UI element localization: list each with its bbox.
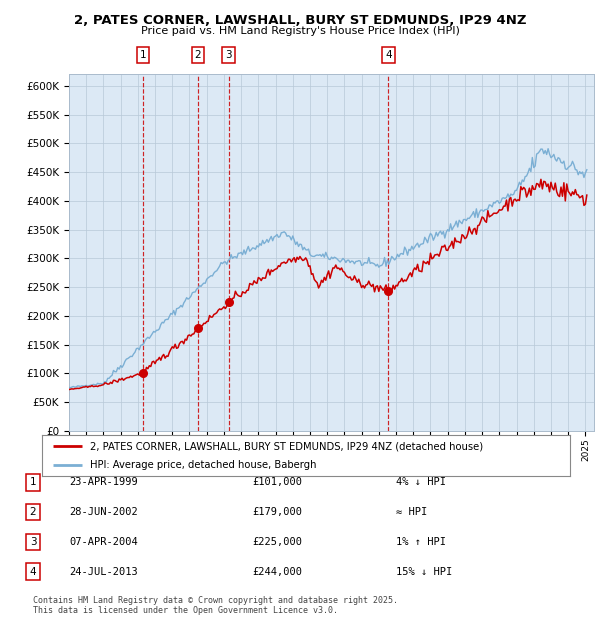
Text: Contains HM Land Registry data © Crown copyright and database right 2025.
This d: Contains HM Land Registry data © Crown c… — [33, 596, 398, 615]
Text: 4: 4 — [29, 567, 37, 577]
Text: 2: 2 — [194, 50, 201, 60]
Text: £179,000: £179,000 — [252, 507, 302, 517]
Text: 3: 3 — [29, 537, 37, 547]
Text: 3: 3 — [225, 50, 232, 60]
Text: 1% ↑ HPI: 1% ↑ HPI — [396, 537, 446, 547]
Text: 23-APR-1999: 23-APR-1999 — [69, 477, 138, 487]
Text: 24-JUL-2013: 24-JUL-2013 — [69, 567, 138, 577]
Text: Price paid vs. HM Land Registry's House Price Index (HPI): Price paid vs. HM Land Registry's House … — [140, 26, 460, 36]
Text: 15% ↓ HPI: 15% ↓ HPI — [396, 567, 452, 577]
Text: 1: 1 — [29, 477, 37, 487]
Text: ≈ HPI: ≈ HPI — [396, 507, 427, 517]
Text: 2: 2 — [29, 507, 37, 517]
Text: 07-APR-2004: 07-APR-2004 — [69, 537, 138, 547]
Text: 2, PATES CORNER, LAWSHALL, BURY ST EDMUNDS, IP29 4NZ (detached house): 2, PATES CORNER, LAWSHALL, BURY ST EDMUN… — [89, 441, 482, 451]
Text: 1: 1 — [140, 50, 146, 60]
Text: 4% ↓ HPI: 4% ↓ HPI — [396, 477, 446, 487]
Text: 28-JUN-2002: 28-JUN-2002 — [69, 507, 138, 517]
Text: HPI: Average price, detached house, Babergh: HPI: Average price, detached house, Babe… — [89, 459, 316, 470]
Text: 4: 4 — [385, 50, 392, 60]
Text: £244,000: £244,000 — [252, 567, 302, 577]
Text: £101,000: £101,000 — [252, 477, 302, 487]
Text: 2, PATES CORNER, LAWSHALL, BURY ST EDMUNDS, IP29 4NZ: 2, PATES CORNER, LAWSHALL, BURY ST EDMUN… — [74, 14, 526, 27]
Text: £225,000: £225,000 — [252, 537, 302, 547]
